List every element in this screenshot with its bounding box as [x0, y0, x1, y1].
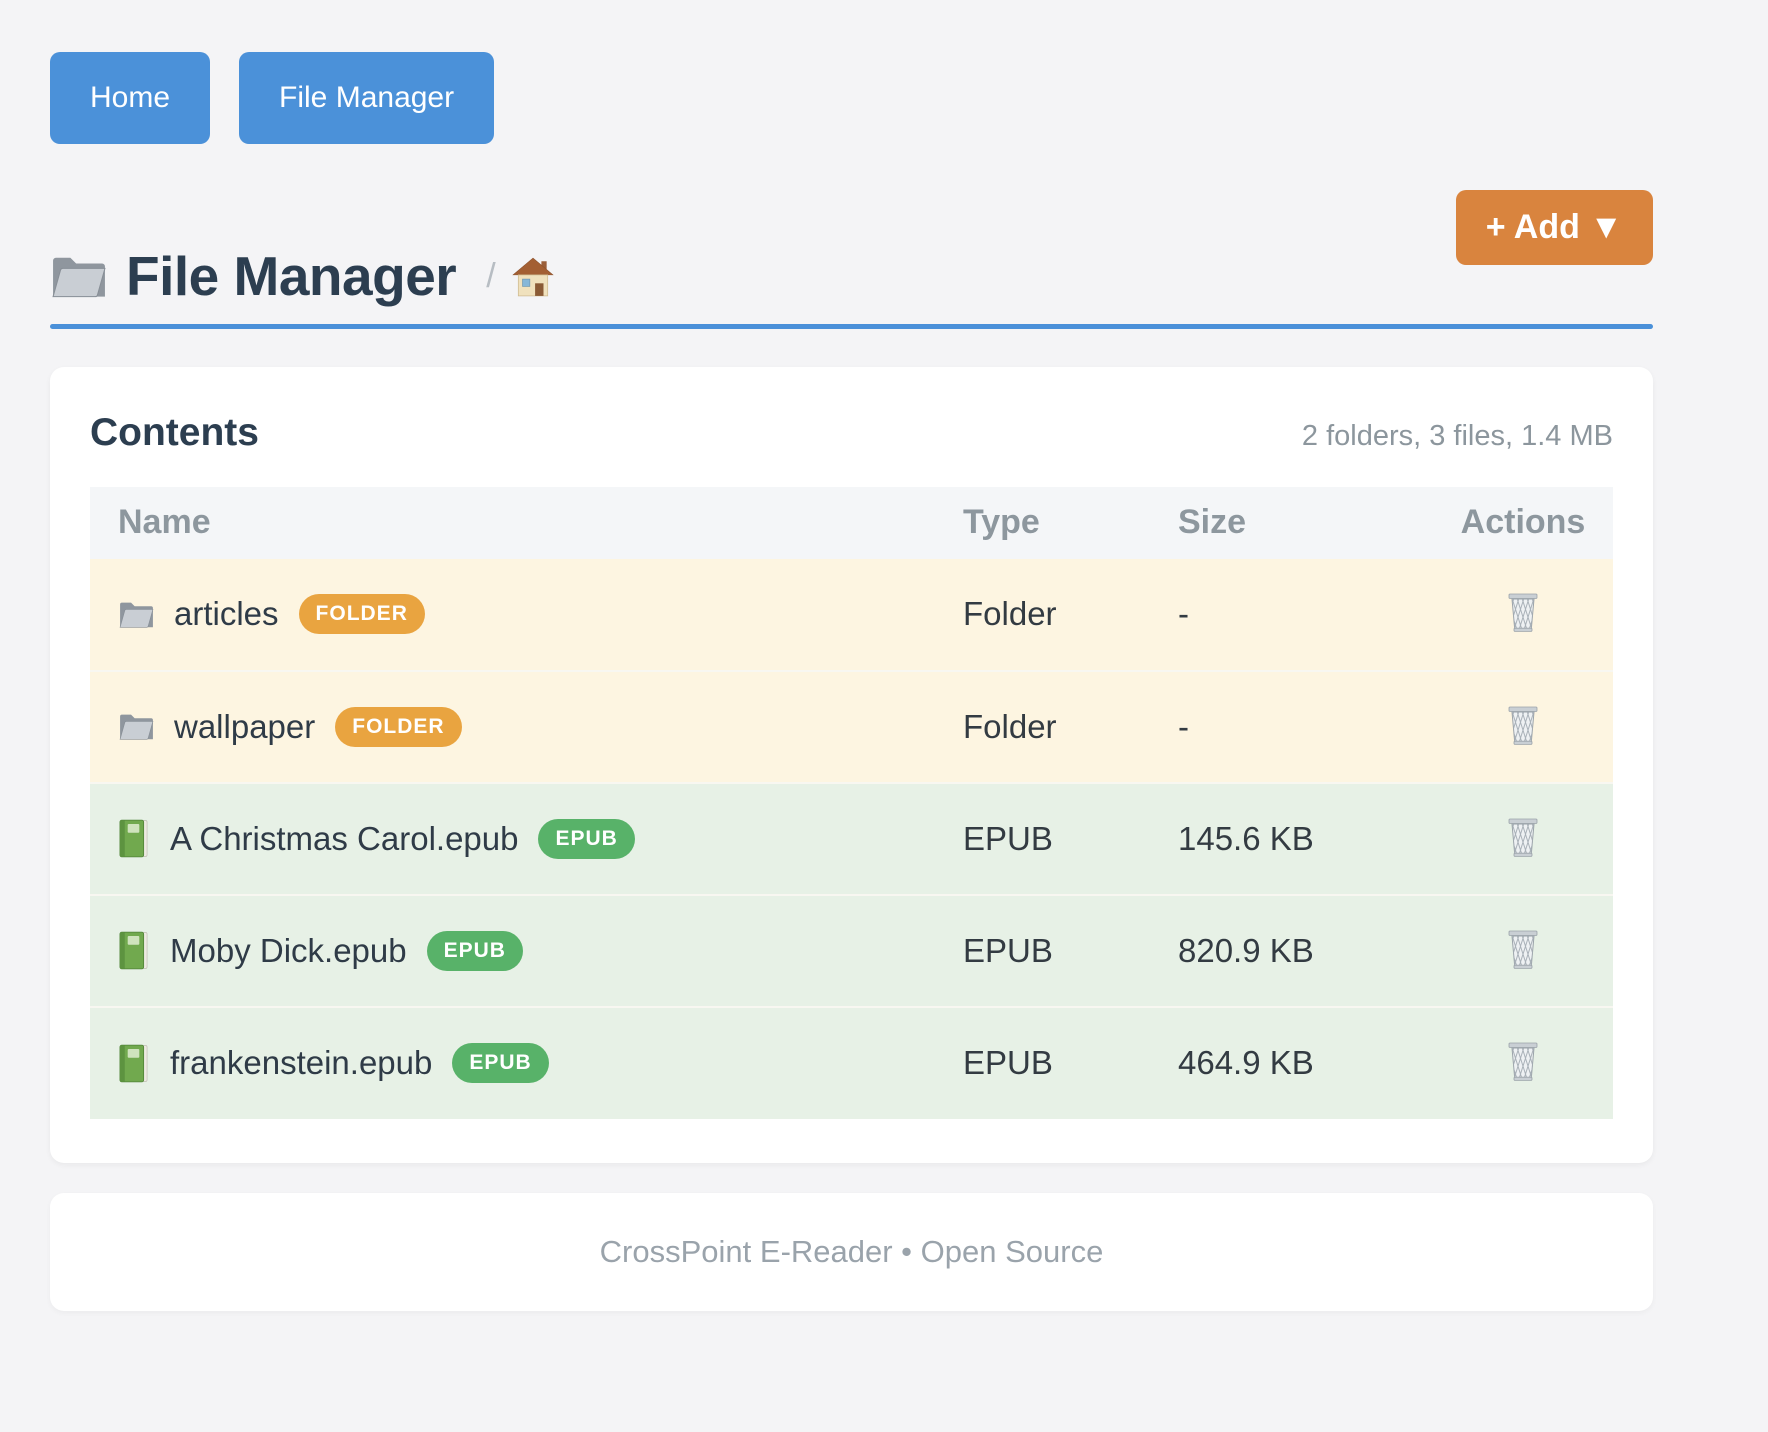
item-type: Folder [963, 558, 1178, 671]
type-badge: EPUB [538, 818, 635, 859]
delete-button[interactable] [1501, 587, 1545, 637]
delete-button[interactable] [1501, 700, 1545, 750]
top-nav: Home File Manager [50, 52, 1653, 144]
table-row: articles FOLDER Folder - [90, 558, 1613, 671]
table-row: Moby Dick.epub EPUB EPUB 820.9 KB [90, 893, 1613, 1007]
item-name-link[interactable]: wallpaper [174, 707, 316, 745]
nav-home-button[interactable]: Home [50, 52, 211, 144]
type-badge: FOLDER [298, 594, 425, 635]
item-size: 145.6 KB [1178, 781, 1433, 895]
card-title: Contents [90, 410, 259, 454]
title-group: File Manager / [50, 245, 554, 308]
item-name-link[interactable]: articles [174, 595, 279, 633]
item-size: - [1178, 669, 1433, 783]
breadcrumb: / [486, 257, 553, 297]
item-size: 820.9 KB [1178, 893, 1433, 1007]
item-size: - [1178, 558, 1433, 671]
trash-icon [1505, 928, 1541, 970]
column-header-actions: Actions [1433, 486, 1613, 559]
folder-icon [118, 599, 155, 630]
item-name-link[interactable]: Moby Dick.epub [170, 931, 407, 969]
breadcrumb-separator: / [486, 257, 496, 296]
type-badge: EPUB [452, 1043, 549, 1084]
add-button[interactable]: + Add ▼ [1455, 190, 1653, 265]
item-type: EPUB [963, 1005, 1178, 1119]
trash-icon [1505, 591, 1541, 633]
book-icon [118, 931, 149, 970]
item-name-link[interactable]: frankenstein.epub [170, 1044, 433, 1082]
footer-text: CrossPoint E-Reader • Open Source [599, 1233, 1104, 1269]
item-size: 464.9 KB [1178, 1005, 1433, 1119]
type-badge: FOLDER [335, 706, 462, 747]
footer: CrossPoint E-Reader • Open Source [50, 1192, 1653, 1311]
folder-icon [118, 711, 155, 742]
column-header-type: Type [963, 486, 1178, 559]
folder-icon [50, 252, 108, 301]
header-divider [50, 323, 1653, 329]
home-icon[interactable] [512, 257, 554, 297]
page-header: File Manager / + Add ▼ [50, 190, 1653, 308]
delete-button[interactable] [1501, 924, 1545, 974]
column-header-size: Size [1178, 486, 1433, 559]
contents-summary: 2 folders, 3 files, 1.4 MB [1301, 419, 1613, 452]
table-row: A Christmas Carol.epub EPUB EPUB 145.6 K… [90, 781, 1613, 895]
file-table: Name Type Size Actions articles FOLDER [90, 486, 1613, 1119]
table-row: frankenstein.epub EPUB EPUB 464.9 KB [90, 1005, 1613, 1119]
trash-icon [1505, 816, 1541, 858]
type-badge: EPUB [426, 930, 523, 971]
table-row: wallpaper FOLDER Folder - [90, 669, 1613, 783]
trash-icon [1505, 704, 1541, 746]
book-icon [118, 819, 149, 858]
contents-card: Contents 2 folders, 3 files, 1.4 MB Name… [50, 366, 1653, 1163]
item-type: EPUB [963, 893, 1178, 1007]
item-name-link[interactable]: A Christmas Carol.epub [170, 819, 519, 857]
book-icon [118, 1044, 149, 1083]
nav-file-manager-button[interactable]: File Manager [239, 52, 495, 144]
delete-button[interactable] [1501, 1036, 1545, 1086]
table-header-row: Name Type Size Actions [90, 486, 1613, 559]
trash-icon [1505, 1040, 1541, 1082]
page: Home File Manager File Manager / + Add ▼… [50, 52, 1653, 1311]
item-type: EPUB [963, 781, 1178, 895]
card-header: Contents 2 folders, 3 files, 1.4 MB [90, 409, 1613, 457]
delete-button[interactable] [1501, 812, 1545, 862]
page-title: File Manager [126, 245, 457, 307]
column-header-name: Name [90, 486, 963, 559]
item-type: Folder [963, 669, 1178, 783]
